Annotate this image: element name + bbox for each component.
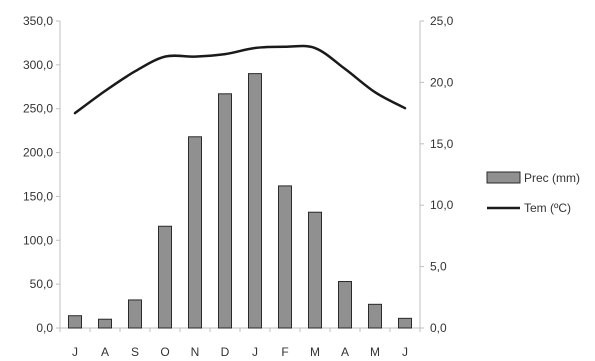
x-category-label: A <box>341 345 349 359</box>
x-category-label: J <box>402 345 408 359</box>
temperature-line-layer <box>73 44 407 115</box>
precipitation-bars <box>68 73 412 329</box>
x-category-label: M <box>310 345 320 359</box>
right-tick-label: 25,0 <box>430 14 454 28</box>
temperature-line <box>73 44 407 115</box>
x-category-label: J <box>252 345 258 359</box>
x-category-label: S <box>131 345 139 359</box>
precipitation-bar <box>98 318 112 329</box>
left-tick-label: 150,0 <box>23 189 53 203</box>
precipitation-bar <box>308 211 322 329</box>
precipitation-bar <box>158 225 172 329</box>
legend: Prec (mm) Tem (ºC) <box>486 171 580 215</box>
legend-precipitation-label: Prec (mm) <box>524 171 580 185</box>
right-axis-ticks: 0,0 5,0 10,0 15,0 20,0 25,0 <box>420 14 454 335</box>
left-tick-label: 100,0 <box>23 233 53 247</box>
right-tick-label: 20,0 <box>430 75 454 89</box>
x-category-label: M <box>370 345 380 359</box>
precipitation-bar <box>128 299 142 329</box>
right-tick-label: 0,0 <box>430 321 447 335</box>
precipitation-bar <box>68 315 82 329</box>
x-category-label: F <box>281 345 288 359</box>
x-category-label: O <box>160 345 169 359</box>
precipitation-bar <box>218 93 232 329</box>
legend-temperature-label: Tem (ºC) <box>524 201 571 215</box>
right-tick-label: 5,0 <box>430 260 447 274</box>
x-category-label: N <box>191 345 200 359</box>
left-tick-label: 300,0 <box>23 58 53 72</box>
left-tick-label: 200,0 <box>23 146 53 160</box>
x-category-label: D <box>221 345 230 359</box>
left-tick-label: 250,0 <box>23 102 53 116</box>
precipitation-bar <box>338 281 352 329</box>
x-category-label: A <box>101 345 109 359</box>
legend-precipitation-swatch <box>486 171 521 184</box>
precipitation-bar <box>278 185 292 329</box>
left-tick-label: 0,0 <box>36 321 53 335</box>
right-tick-label: 10,0 <box>430 198 454 212</box>
left-axis-ticks: 0,0 50,0 100,0 150,0 200,0 250,0 300,0 350,0 <box>23 14 60 335</box>
precipitation-bar <box>188 136 202 329</box>
axes <box>59 21 421 329</box>
left-tick-label: 350,0 <box>23 14 53 28</box>
precipitation-bar <box>368 303 382 329</box>
left-tick-label: 50,0 <box>30 277 54 291</box>
precipitation-bar <box>398 317 412 329</box>
x-category-label: J <box>72 345 78 359</box>
precipitation-bar <box>248 73 262 329</box>
right-tick-label: 15,0 <box>430 137 454 151</box>
